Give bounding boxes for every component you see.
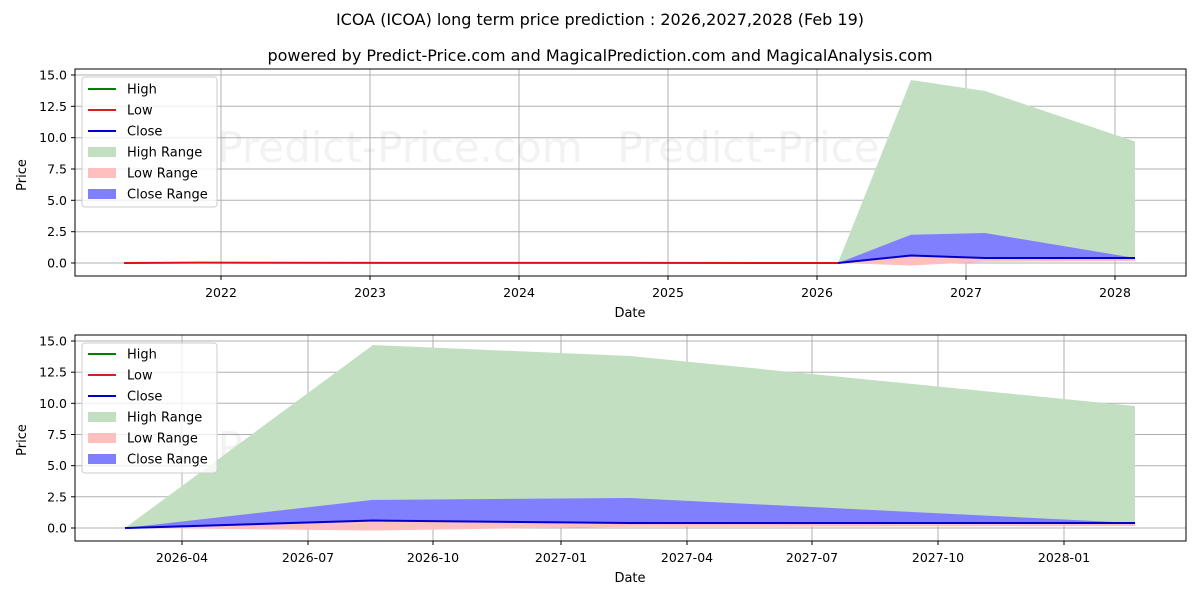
legend-high-range-swatch — [88, 412, 116, 422]
top-x-ticks — [220, 276, 1116, 280]
y-tick-label: 7.5 — [47, 427, 67, 442]
bottom-axes-frame — [74, 334, 1187, 542]
legend-high-range-label: High Range — [127, 411, 202, 426]
legend-high-label: High — [127, 348, 157, 363]
legend-close-range-label: Close Range — [127, 188, 208, 203]
legend-close-label: Close — [127, 125, 162, 140]
y-tick-label: 7.5 — [47, 162, 67, 177]
legend-low-range-swatch — [88, 433, 116, 443]
y-tick-label: 10.0 — [39, 396, 67, 411]
legend-close-range-swatch — [88, 189, 116, 199]
y-tick-label: 5.0 — [47, 458, 67, 473]
y-tick-label: 10.0 — [39, 130, 67, 145]
top-axes-frame — [74, 68, 1187, 277]
x-tick-label: 2026 — [801, 285, 833, 300]
x-tick-label: 2023 — [354, 285, 386, 300]
y-tick-label: 0.0 — [47, 256, 67, 271]
close-line — [837, 254, 1135, 264]
x-tick-label: 2025 — [652, 285, 684, 300]
watermark-text: Predict-Price.com — [217, 123, 582, 172]
legend-high-label: High — [127, 83, 157, 98]
legend-low-range-label: Low Range — [127, 167, 198, 182]
x-tick-label: 2024 — [503, 285, 535, 300]
legend-close-label: Close — [127, 390, 162, 405]
y-tick-label: 12.5 — [39, 365, 67, 380]
y-tick-label: 12.5 — [39, 99, 67, 114]
high-range-area — [125, 345, 1135, 528]
chart-subtitle: powered by Predict-Price.com and Magical… — [267, 46, 933, 65]
legend-close-range-label: Close Range — [127, 453, 208, 468]
y-tick-label: 0.0 — [47, 521, 67, 536]
y-tick-label: 2.5 — [47, 224, 67, 239]
x-axis-label: Date — [614, 571, 645, 586]
x-tick-label: 2026-10 — [407, 550, 459, 565]
y-tick-label: 15.0 — [39, 68, 67, 83]
chart-title: ICOA (ICOA) long term price prediction :… — [335, 10, 865, 29]
legend-low-range-label: Low Range — [127, 432, 198, 447]
y-tick-label: 2.5 — [47, 489, 67, 504]
x-tick-label: 2027-10 — [912, 550, 964, 565]
bottom-x-tick-labels: 2026-04 2026-07 2026-10 2027-01 2027-04 … — [156, 550, 1090, 565]
x-tick-label: 2027-04 — [661, 550, 713, 565]
x-tick-label: 2027-07 — [786, 550, 838, 565]
legend-high-range-label: High Range — [127, 146, 202, 161]
x-tick-label: 2027 — [950, 285, 982, 300]
top-legend: High Low Close High Range Low Range Clos… — [81, 76, 218, 208]
x-tick-label: 2027-01 — [535, 550, 587, 565]
x-axis-label: Date — [614, 306, 645, 321]
x-tick-label: 2028-01 — [1038, 550, 1090, 565]
y-axis-label: Price — [15, 424, 30, 456]
bottom-chart: Predict-Price.com Predict-Price.com 15.0… — [15, 334, 1187, 586]
x-tick-label: 2022 — [205, 285, 237, 300]
high-range-area — [838, 80, 1135, 263]
x-tick-label: 2026-04 — [156, 550, 208, 565]
legend-low-label: Low — [127, 369, 153, 384]
legend-high-range-swatch — [88, 147, 116, 157]
bottom-y-tick-labels: 15.0 12.5 10.0 7.5 5.0 2.5 0.0 — [39, 334, 67, 536]
legend-close-range-swatch — [88, 454, 116, 464]
x-tick-label: 2026-07 — [282, 550, 334, 565]
top-chart: Predict-Price.com Predict-Price.com 15.0… — [15, 68, 1187, 321]
bottom-y-ticks — [71, 340, 75, 529]
top-x-tick-labels: 2022 2023 2024 2025 2026 2027 2028 — [205, 285, 1131, 300]
close-line — [124, 519, 1135, 529]
legend-low-range-swatch — [88, 168, 116, 178]
bottom-legend: High Low Close High Range Low Range Clos… — [81, 342, 218, 474]
top-y-ticks — [71, 74, 75, 264]
y-axis-label: Price — [15, 159, 30, 191]
legend-low-label: Low — [127, 104, 153, 119]
y-tick-label: 5.0 — [47, 193, 67, 208]
y-tick-label: 15.0 — [39, 334, 67, 349]
bottom-x-ticks — [181, 541, 1065, 545]
top-y-tick-labels: 15.0 12.5 10.0 7.5 5.0 2.5 0.0 — [39, 68, 67, 271]
x-tick-label: 2028 — [1099, 285, 1131, 300]
